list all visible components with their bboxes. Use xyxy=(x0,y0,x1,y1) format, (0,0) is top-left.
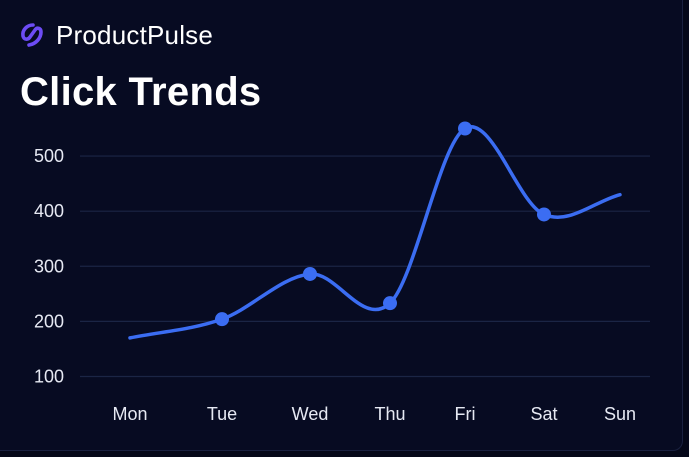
series-layer xyxy=(128,125,622,340)
x-tick-label: Sun xyxy=(604,404,636,424)
y-tick-label: 200 xyxy=(34,311,64,331)
x-tick-label: Tue xyxy=(207,404,237,424)
y-tick-label: 400 xyxy=(34,201,64,221)
line-chart: 100 200 300 400 500 Mon Tue Wed Thu Fri Sat Sun xyxy=(34,121,650,424)
brand-name: ProductPulse xyxy=(56,19,214,50)
y-tick-label: 300 xyxy=(34,256,64,276)
data-point-wed[interactable] xyxy=(303,266,317,281)
x-tick-label: Mon xyxy=(112,404,147,424)
chart-card: ProductPulse Click Trends 100 200 300 400 50… xyxy=(0,0,683,451)
data-point-tue[interactable] xyxy=(215,312,229,327)
data-point-sat[interactable] xyxy=(537,207,551,222)
x-tick-label: Wed xyxy=(292,404,329,424)
y-tick-label: 500 xyxy=(34,146,64,166)
page-title: Click Trends xyxy=(20,70,262,114)
points-layer xyxy=(215,121,551,327)
y-tick-label: 100 xyxy=(34,366,64,386)
data-point-fri[interactable] xyxy=(458,121,472,136)
x-tick-label: Fri xyxy=(455,404,476,424)
y-axis: 100 200 300 400 500 xyxy=(34,146,64,386)
productpulse-logo-icon xyxy=(21,23,43,47)
x-tick-label: Sat xyxy=(530,404,557,424)
data-point-thu[interactable] xyxy=(383,296,397,311)
x-tick-label: Thu xyxy=(374,404,405,424)
series-line-0 xyxy=(128,125,622,340)
chart-grid xyxy=(80,155,650,378)
brand[interactable]: ProductPulse xyxy=(18,18,213,52)
x-axis: Mon Tue Wed Thu Fri Sat Sun xyxy=(112,404,636,424)
